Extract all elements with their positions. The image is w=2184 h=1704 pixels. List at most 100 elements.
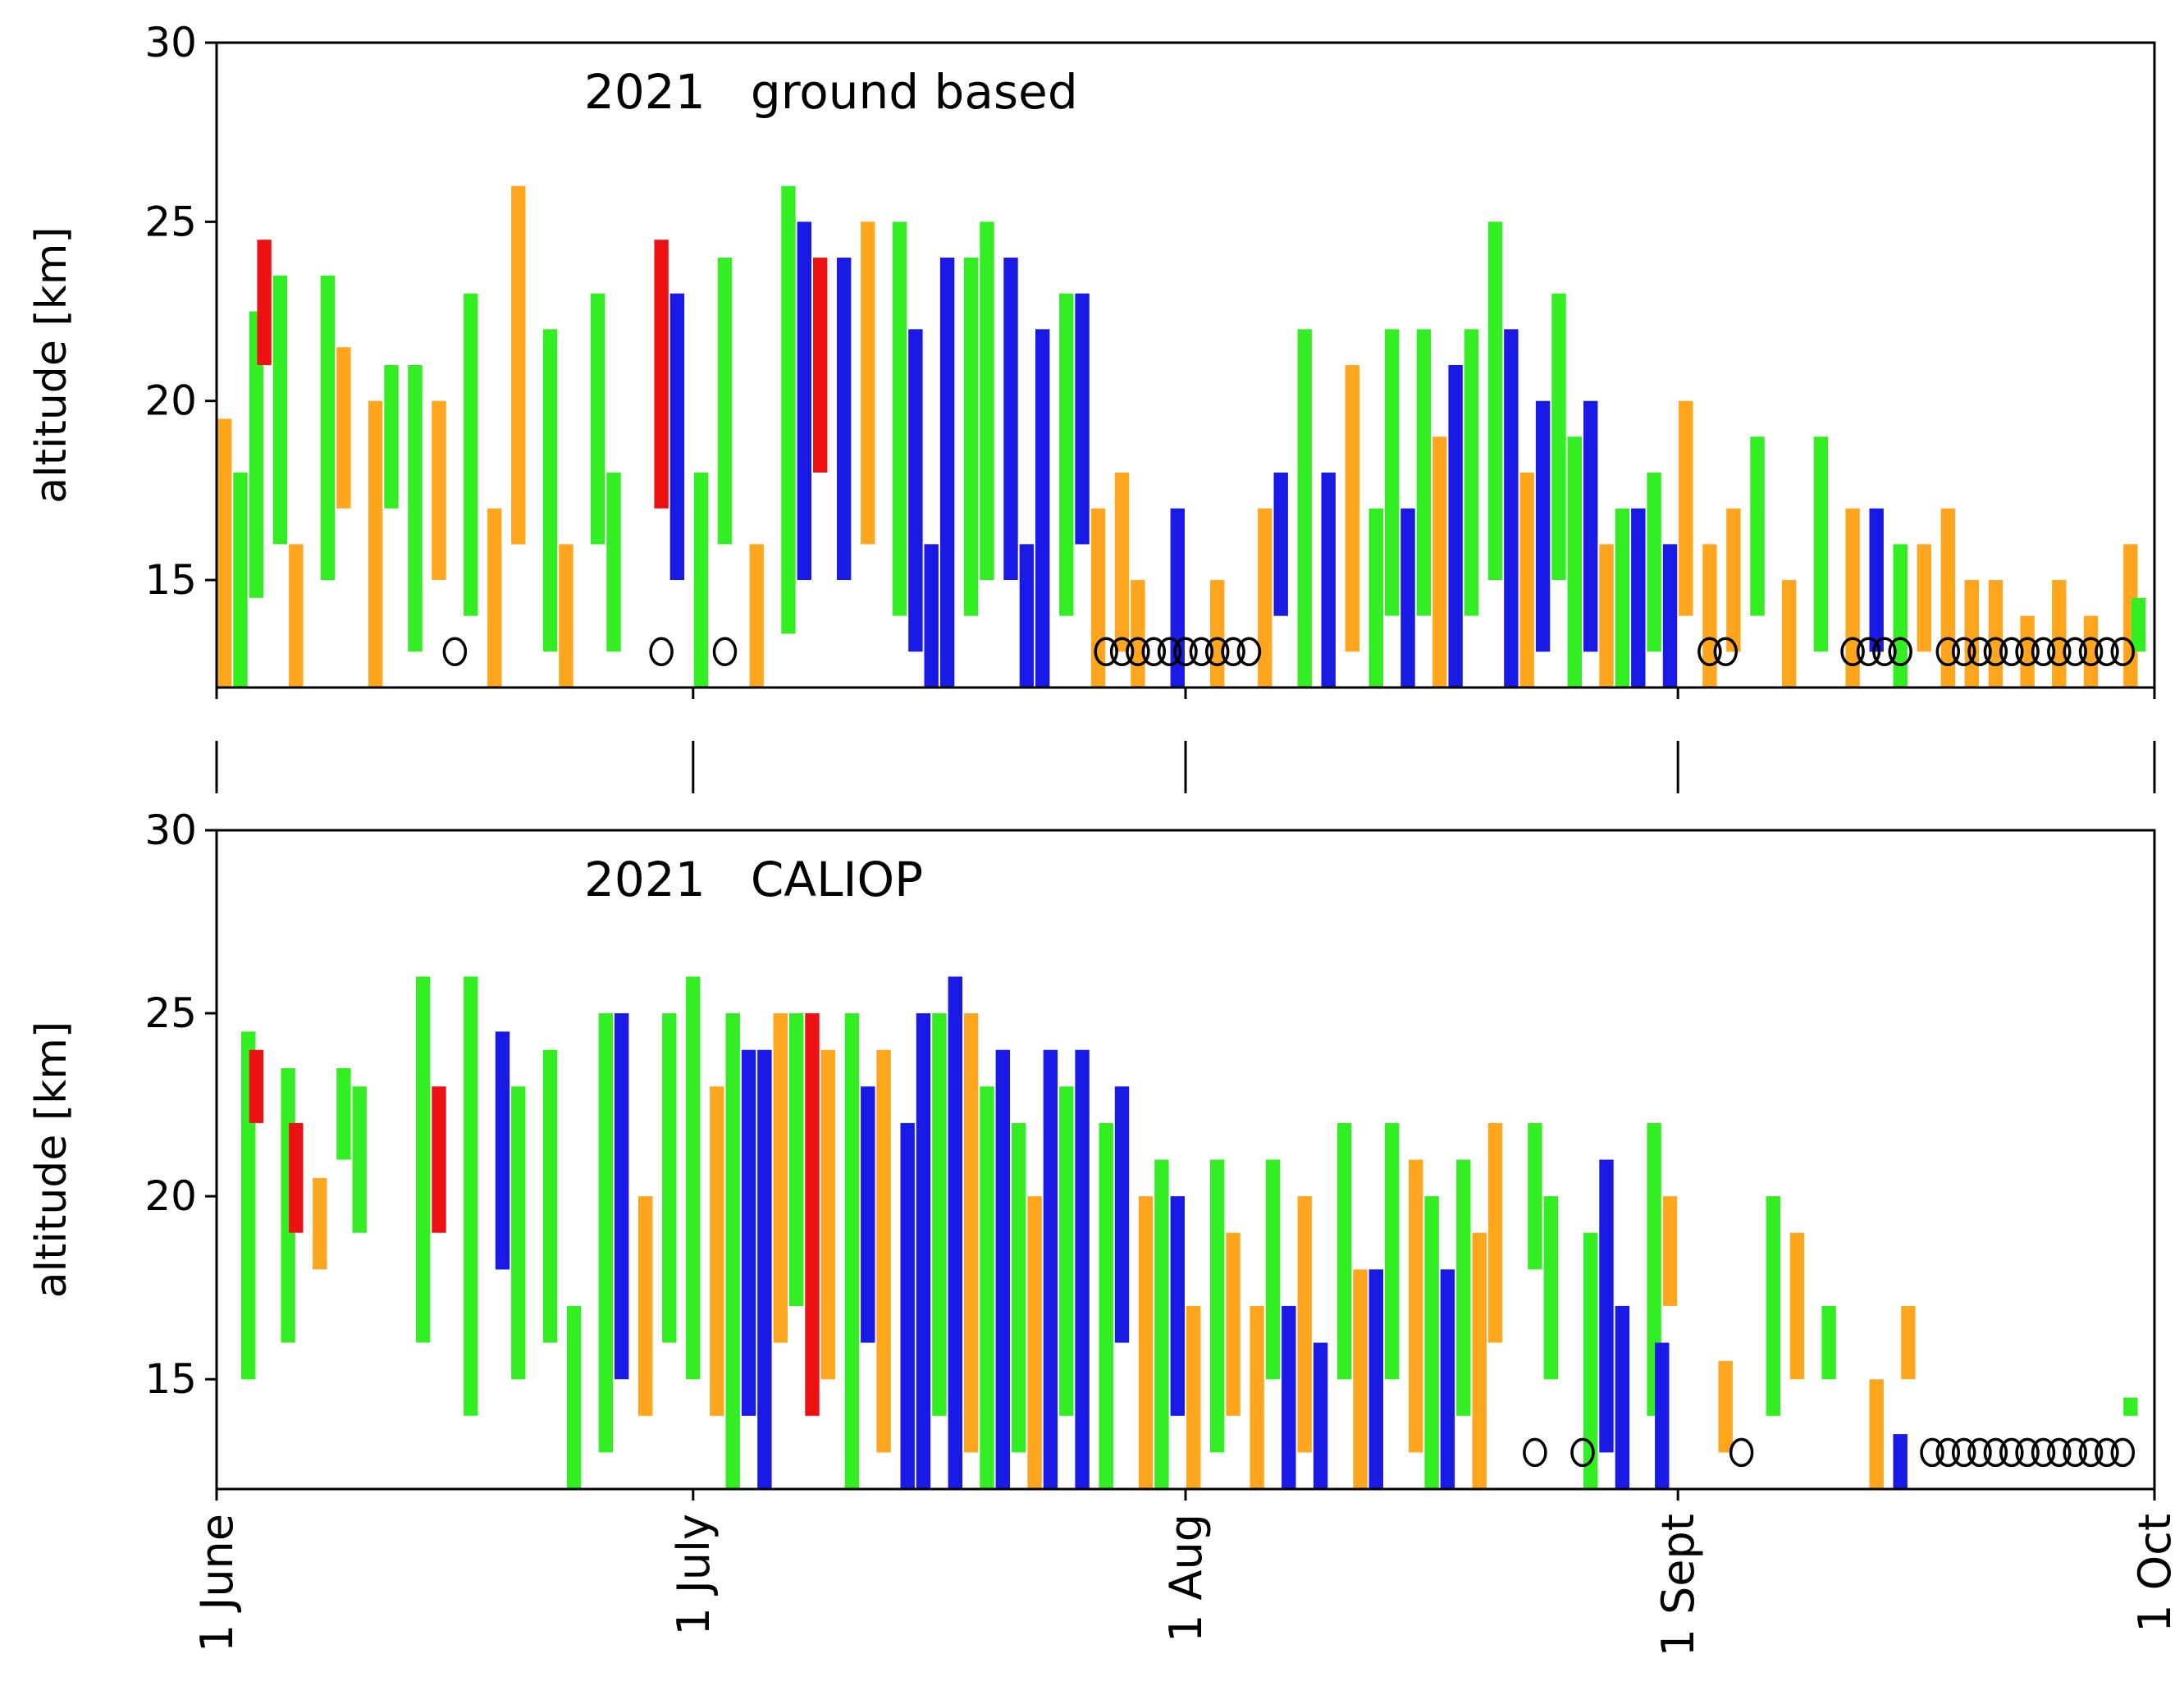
- ground-based-segment-blue: [1075, 293, 1090, 545]
- ground-based-no-data-marker: [2031, 637, 2056, 667]
- ground-based-segment-green: [963, 258, 979, 616]
- ground-based-segment-orange: [749, 544, 764, 688]
- caliop-no-data-marker: [1570, 1437, 1595, 1468]
- caliop-segment-green: [1059, 1086, 1074, 1416]
- ground-based-segment-blue: [1400, 508, 1415, 688]
- ground-based-y-tick-label: 25: [144, 198, 197, 245]
- ground-based-segment-blue: [837, 258, 852, 580]
- ground-based-segment-green: [1615, 508, 1630, 688]
- caliop-y-tick-label: 20: [144, 1172, 197, 1220]
- caliop-segment-blue: [741, 1049, 756, 1416]
- ground-based-segment-green: [233, 473, 248, 688]
- caliop-segment-orange: [1472, 1232, 1487, 1489]
- caliop-y-axis-label: altitude [km]: [27, 1021, 76, 1298]
- ground-based-x-ticks: [215, 688, 2156, 699]
- panel-caliop: 15 20 25 30 1 June 1 July 1 Aug 1 Sept 1 Oct 20…: [27, 806, 2181, 1656]
- caliop-segment-green: [1099, 1122, 1113, 1489]
- ground-based-segment-blue: [1631, 508, 1646, 688]
- ground-based-segment-blue: [1170, 508, 1185, 688]
- ground-based-title: 2021 ground based: [584, 64, 1078, 120]
- caliop-segment-blue: [1655, 1342, 1670, 1489]
- caliop-no-data-marker: [2047, 1437, 2072, 1468]
- ground-based-segment-green: [1750, 436, 1765, 616]
- ground-based-segment-blue: [797, 222, 811, 580]
- caliop-no-data-marker: [1983, 1437, 2008, 1468]
- ground-based-segment-green: [590, 293, 605, 545]
- caliop-segment-blue: [995, 1049, 1010, 1489]
- ground-based-segment-green: [272, 275, 288, 545]
- caliop-segment-orange: [773, 1013, 788, 1343]
- caliop-segment-blue: [900, 1122, 915, 1489]
- caliop-segment-green: [980, 1086, 994, 1489]
- caliop-segment-orange: [1186, 1305, 1201, 1489]
- ground-based-segment-blue: [924, 544, 939, 688]
- separator-tick-row: [215, 741, 2156, 793]
- caliop-segment-orange: [1138, 1196, 1154, 1489]
- ground-based-y-axis-label: altitude [km]: [27, 226, 76, 503]
- ground-based-segment-green: [249, 311, 264, 598]
- ground-based-segment-orange: [1345, 365, 1359, 652]
- ground-based-segment-orange: [511, 185, 526, 545]
- ground-based-no-data-marker: [2110, 637, 2136, 667]
- caliop-segment-orange: [1789, 1232, 1805, 1380]
- caliop-x-tick-label: 1 July: [668, 1514, 720, 1636]
- ground-based-segment-blue: [1504, 329, 1519, 688]
- ground-based-segment-green: [464, 293, 478, 616]
- ground-based-no-data-marker: [1126, 637, 1150, 667]
- ground-based-segment-green: [384, 365, 399, 509]
- ground-based-segment-orange: [1702, 544, 1717, 688]
- caliop-segment-red: [289, 1122, 304, 1233]
- ground-based-segment-orange: [1726, 508, 1741, 652]
- caliop-segment-orange: [1353, 1269, 1368, 1489]
- caliop-segment-green: [1265, 1159, 1281, 1380]
- ground-based-no-data-marker: [1236, 637, 1262, 667]
- ground-based-segment-orange: [861, 222, 875, 545]
- ground-based-no-data-marker: [1109, 637, 1135, 667]
- caliop-segment-green: [725, 1013, 740, 1489]
- caliop-segment-blue: [1615, 1305, 1630, 1489]
- ground-based-no-data-marker: [1935, 637, 1961, 667]
- caliop-segment-blue: [1114, 1086, 1130, 1343]
- caliop-segment-blue: [948, 976, 962, 1489]
- ground-based-y-ticks: 15 20 25 30: [144, 19, 217, 604]
- caliop-segment-red: [432, 1086, 446, 1233]
- caliop-segment-blue: [1368, 1269, 1383, 1489]
- caliop-x-ticks: 1 June 1 July 1 Aug 1 Sept 1 Oct: [191, 1489, 2181, 1656]
- caliop-x-tick-label: 1 Sept: [1652, 1514, 1704, 1656]
- caliop-segment-orange: [1718, 1360, 1733, 1453]
- caliop-segment-green: [1583, 1232, 1598, 1489]
- ground-based-segment-green: [1551, 293, 1566, 580]
- caliop-segment-green: [1528, 1122, 1542, 1270]
- ground-based-segment-orange: [487, 508, 502, 688]
- caliop-title: 2021 CALIOP: [584, 852, 923, 907]
- ground-based-segment-red: [257, 240, 272, 365]
- ground-based-no-data-marker: [1204, 637, 1230, 667]
- caliop-y-ticks: 15 20 25 30: [144, 806, 217, 1403]
- ground-based-no-data-marker: [2015, 637, 2040, 667]
- caliop-segment-green: [1385, 1122, 1400, 1380]
- caliop-segment-green: [1424, 1196, 1439, 1489]
- caliop-segment-green: [1210, 1159, 1225, 1453]
- ground-based-segment-orange: [1090, 508, 1106, 688]
- ground-based-no-data-marker: [1888, 637, 1912, 667]
- ground-based-segment-orange: [1964, 580, 1979, 688]
- caliop-segment-green: [686, 976, 701, 1380]
- ground-based-segment-orange: [217, 418, 232, 688]
- ground-based-no-data-markers: [442, 637, 2136, 667]
- caliop-no-data-marker: [2031, 1437, 2056, 1468]
- caliop-segment-orange: [820, 1049, 836, 1380]
- caliop-segment-green: [1336, 1122, 1352, 1380]
- ground-based-no-data-marker: [1967, 637, 1992, 667]
- ground-based-segment-orange: [1845, 508, 1860, 688]
- ground-based-segment-green: [320, 275, 336, 580]
- caliop-segment-blue: [1170, 1196, 1185, 1416]
- caliop-segment-red: [249, 1049, 264, 1123]
- ground-based-y-tick-label: 15: [144, 556, 197, 604]
- ground-based-no-data-marker: [442, 637, 468, 667]
- caliop-segment-green: [1154, 1159, 1169, 1489]
- caliop-segment-orange: [1901, 1305, 1916, 1380]
- ground-based-segment-blue: [939, 258, 955, 688]
- ground-based-segment-orange: [1917, 544, 1931, 652]
- ground-based-segment-blue: [1273, 473, 1288, 616]
